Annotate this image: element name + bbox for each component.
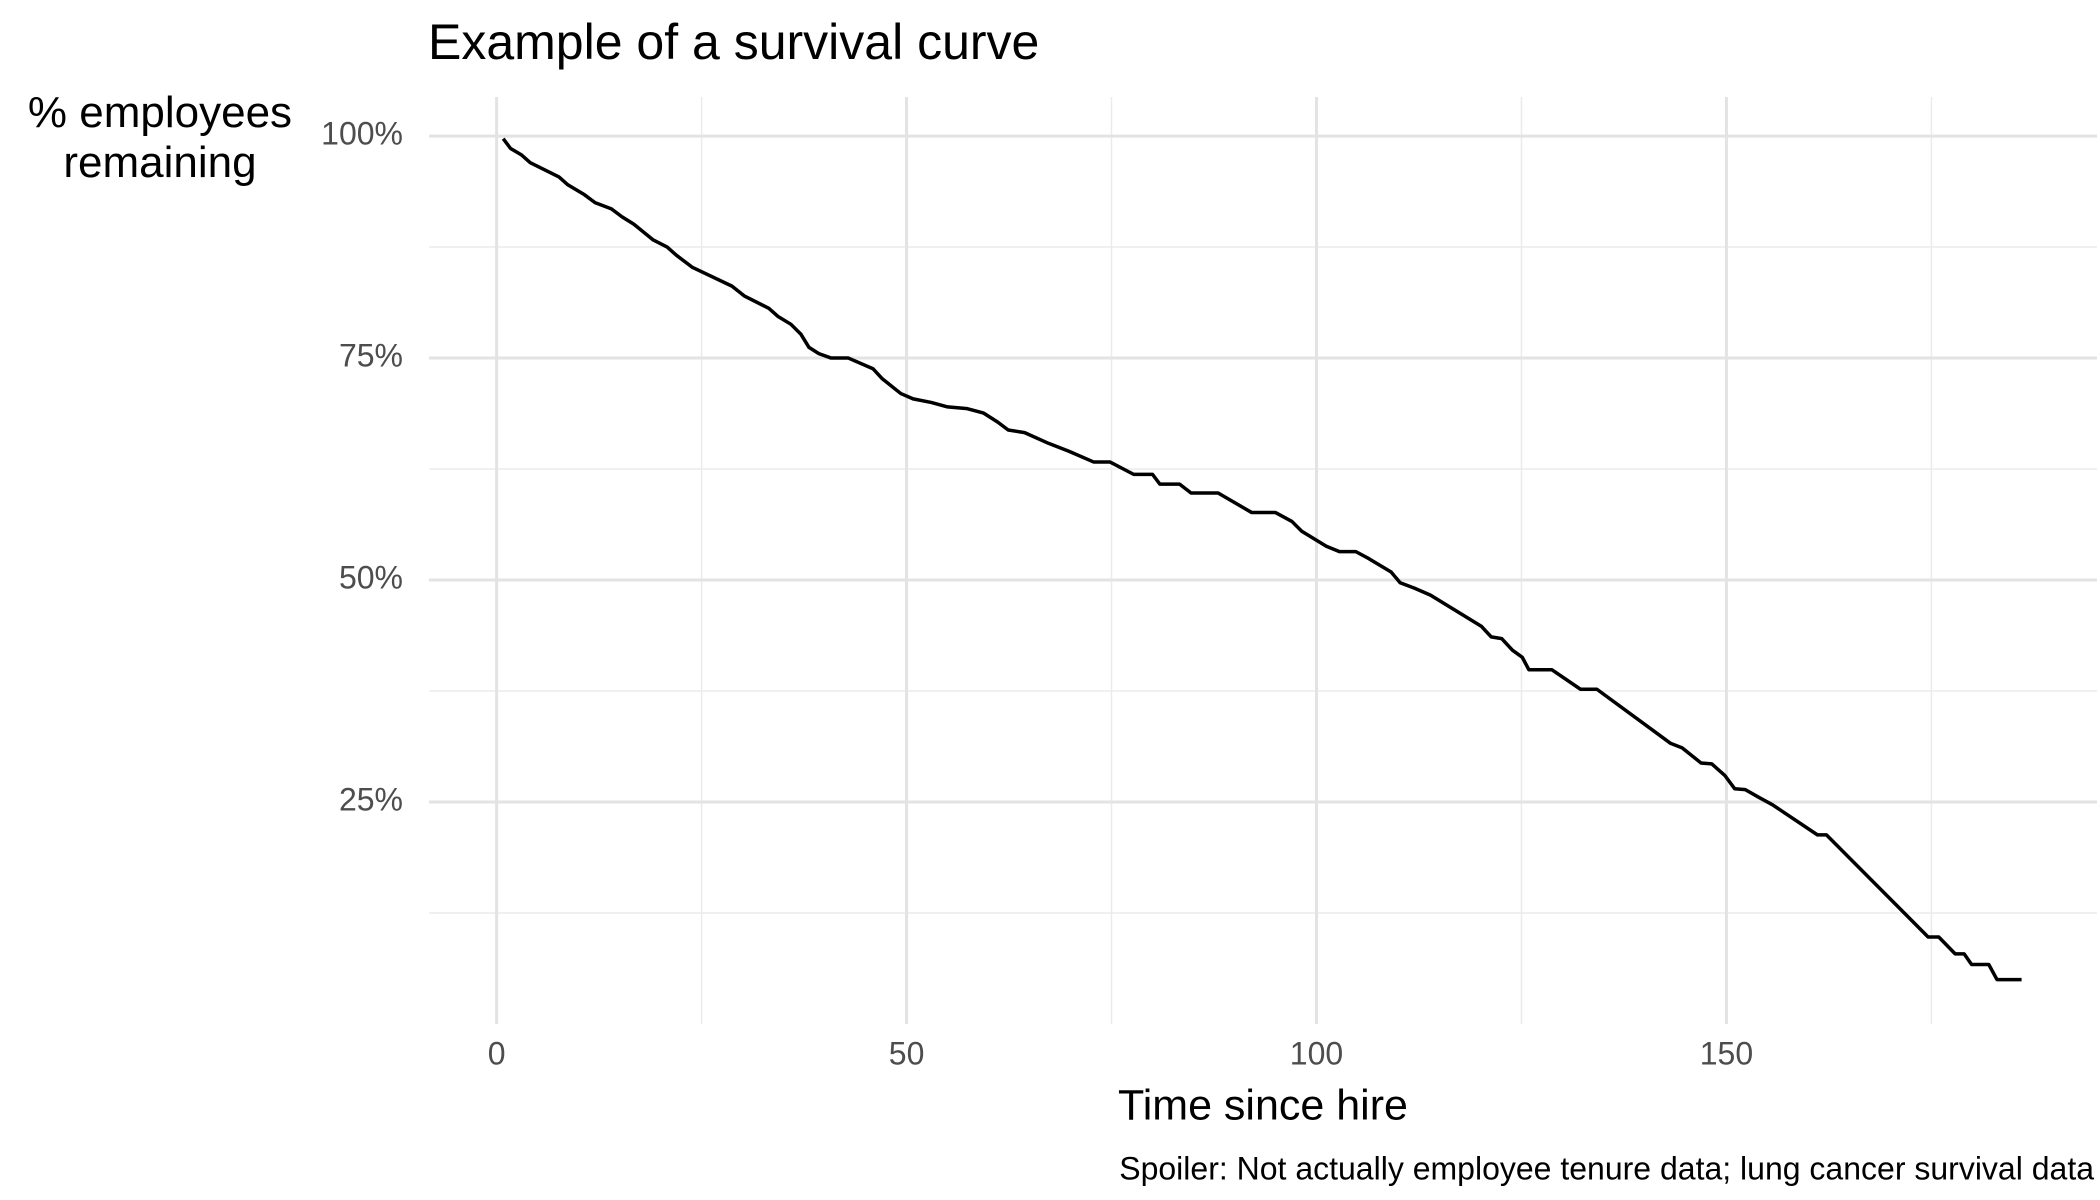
x-tick-label: 0 [488,1035,506,1071]
chart-title: Example of a survival curve [428,14,1039,70]
y-axis-title: % employees remaining [27,88,293,187]
x-tick-label: 100 [1290,1035,1343,1071]
y-tick-label: 50% [339,559,403,595]
x-axis-title: Time since hire [1118,1081,1408,1129]
x-tick-label: 150 [1700,1035,1753,1071]
x-tick-label: 50 [889,1035,925,1071]
caption: Spoiler: Not actually employee tenure da… [1119,1150,2094,1186]
survival-line [501,137,2022,982]
y-tick-label: 25% [339,781,403,817]
y-tick-label: 100% [321,116,403,152]
y-tick-label: 75% [339,338,403,374]
